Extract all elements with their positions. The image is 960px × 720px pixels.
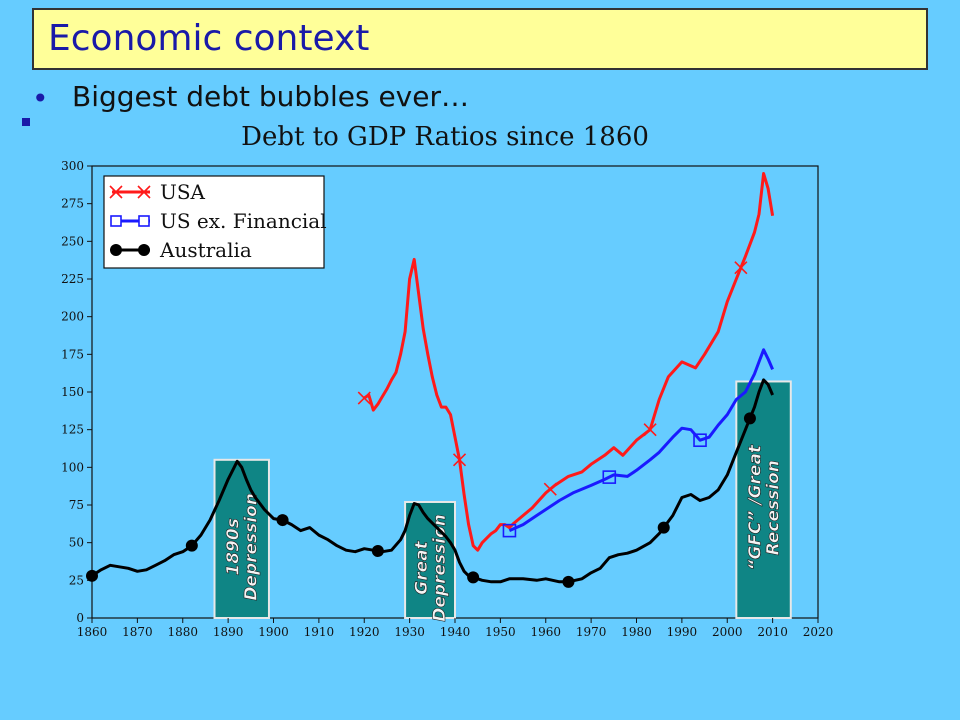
legend-label: Australia (159, 238, 252, 262)
period-label: Great (412, 540, 432, 594)
bullet-icon: • (32, 82, 49, 115)
x-tick-label: 2020 (803, 625, 834, 639)
x-tick-label: 1940 (440, 625, 471, 639)
y-tick-label: 50 (69, 536, 84, 550)
bullet-text: Biggest debt bubbles ever… (72, 80, 469, 113)
y-tick-label: 275 (61, 197, 84, 211)
y-tick-label: 225 (61, 272, 84, 286)
data-point (657, 521, 670, 534)
slide-title: Economic context (48, 18, 370, 59)
data-point (276, 514, 289, 527)
title-box: Economic context (32, 8, 928, 70)
y-tick-label: 75 (69, 498, 84, 512)
period-label: Recession (764, 460, 784, 555)
y-tick-label: 175 (61, 347, 84, 361)
y-tick-label: 25 (69, 573, 84, 587)
y-tick-label: 100 (61, 460, 84, 474)
period-label: “GFC” /Great (746, 444, 766, 570)
x-tick-label: 1910 (304, 625, 335, 639)
x-tick-label: 1970 (576, 625, 607, 639)
period-label: Depression (430, 514, 450, 622)
data-point (734, 261, 748, 275)
chart-title: Debt to GDP Ratios since 1860 (241, 122, 649, 152)
y-tick-label: 200 (61, 310, 84, 324)
data-point (643, 423, 657, 437)
x-tick-label: 1920 (349, 625, 380, 639)
x-tick-label: 1880 (167, 625, 198, 639)
series-line (363, 172, 775, 552)
y-tick-label: 300 (61, 159, 84, 173)
x-tick-label: 1900 (258, 625, 289, 639)
data-point (357, 391, 371, 405)
data-point (602, 470, 617, 484)
x-tick-label: 2000 (712, 625, 743, 639)
x-tick-label: 1890 (213, 625, 244, 639)
x-tick-label: 1990 (667, 625, 698, 639)
x-tick-label: 1870 (122, 625, 153, 639)
legend-marker (138, 215, 150, 227)
data-point (543, 482, 557, 496)
period-band (735, 380, 792, 619)
legend-marker (137, 185, 151, 199)
legend-marker (110, 244, 122, 256)
period-label: 1890s (224, 518, 244, 575)
y-tick-label: 150 (61, 385, 84, 399)
data-point (452, 453, 467, 467)
data-point (185, 539, 198, 552)
y-tick-label: 125 (61, 423, 84, 437)
data-point (743, 412, 756, 425)
period-label: Depression (242, 493, 262, 601)
series-line (508, 348, 774, 532)
data-point (693, 433, 707, 448)
x-tick-label: 1950 (485, 625, 516, 639)
legend-label: USA (160, 180, 206, 204)
legend-label: US ex. Financial (160, 209, 327, 233)
x-tick-label: 1930 (394, 625, 425, 639)
legend-marker (109, 185, 123, 199)
y-tick-label: 250 (61, 234, 84, 248)
period-band (404, 500, 456, 619)
x-tick-label: 1980 (621, 625, 652, 639)
bullet-square-icon (22, 118, 30, 126)
data-point (502, 523, 517, 538)
data-point (86, 569, 98, 582)
legend-marker (138, 244, 150, 256)
x-tick-label: 2010 (757, 625, 788, 639)
y-tick-label: 0 (76, 611, 84, 625)
legend-marker (110, 215, 122, 227)
x-tick-label: 1960 (530, 625, 561, 639)
x-tick-label: 1860 (77, 625, 108, 639)
data-point (467, 571, 480, 584)
data-point (371, 544, 384, 557)
data-point (562, 575, 575, 588)
